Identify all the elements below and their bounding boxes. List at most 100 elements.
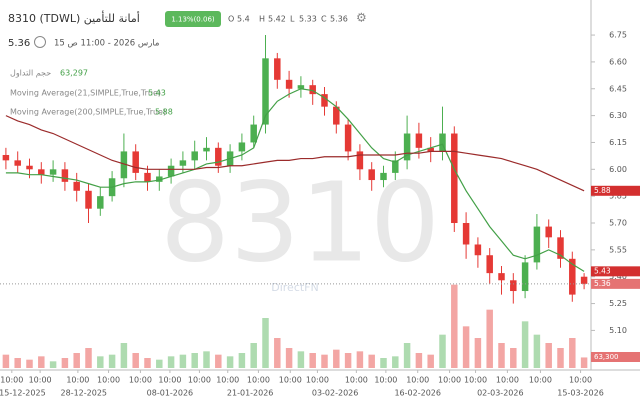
volume-bar — [108, 354, 116, 368]
x-tick-label: 10:00 — [306, 376, 329, 385]
x-tick-label: 10:00 — [438, 376, 461, 385]
candle-body — [344, 124, 352, 152]
plot — [0, 35, 590, 368]
volume-bar — [545, 343, 552, 368]
legend-ma200-value: 5.88 — [155, 108, 173, 117]
candle-body — [85, 190, 92, 209]
candle-body — [2, 154, 10, 161]
date-tick-label: 02-03-2026 — [477, 389, 524, 398]
volume-bar — [285, 348, 293, 368]
candle-body — [380, 172, 387, 181]
candle-body — [498, 273, 505, 281]
candle-body — [392, 160, 399, 173]
volume-bar — [26, 359, 33, 368]
clock-icon — [34, 36, 46, 48]
x-tick-label: 10:00 — [158, 376, 181, 385]
volume-bar — [238, 353, 246, 368]
ma-line — [5, 115, 585, 192]
volume-bar — [368, 354, 375, 368]
x-tick-label: 10:00 — [496, 376, 519, 385]
volume-bar — [156, 359, 163, 368]
price-badge-label: 5.36 — [594, 279, 611, 288]
change-label: 1.13%(0.06) — [171, 16, 215, 24]
date-tick-label: 15-03-2026 — [557, 389, 604, 398]
volume-bar — [569, 338, 576, 368]
y-tick-label: 6.45 — [609, 84, 627, 93]
candle-body — [215, 147, 222, 166]
x-tick-label: 10:00 — [345, 376, 368, 385]
volume-bar — [49, 361, 57, 368]
y-tick-label: 5.10 — [609, 326, 627, 335]
brand: DirectFN — [271, 281, 319, 294]
legend-volume-value: 63,297 — [60, 69, 88, 78]
volume-bar — [415, 353, 423, 368]
volume-bar — [2, 354, 10, 368]
volume-bar — [144, 358, 151, 368]
x-tick-label: 10:00 — [216, 376, 239, 385]
volume-bar — [191, 353, 198, 368]
ohlc-value: 5.36 — [330, 15, 348, 24]
volume-bar — [38, 356, 45, 368]
candle-body — [285, 79, 293, 89]
volume-bar — [97, 356, 104, 368]
price-badge-label: 5.88 — [594, 186, 611, 195]
candle-body — [61, 169, 69, 182]
y-tick-label: 5.55 — [609, 245, 627, 254]
last-price: 5.36 — [8, 38, 30, 49]
candle-body — [132, 151, 139, 173]
candle-body — [462, 223, 470, 245]
candle-body — [368, 169, 375, 181]
y-tick-label: 5.25 — [609, 299, 627, 308]
candle-body — [203, 147, 210, 152]
datetime: مارس 2026 - 11:00 ص 15 — [54, 39, 159, 49]
candle-body — [474, 244, 482, 256]
candle-body — [26, 165, 33, 170]
volume-bar — [179, 354, 187, 368]
ohlc-key: O — [228, 15, 234, 24]
volume-bar — [392, 356, 399, 368]
volume-bar — [250, 343, 257, 368]
volume-bar — [167, 356, 175, 368]
y-tick-label: 6.00 — [609, 165, 627, 174]
volume-bar — [403, 343, 411, 368]
x-tick-label: 10:00 — [97, 376, 120, 385]
symbol-title: 8310 (TDWL) أمانة للتأمين — [8, 10, 140, 25]
candle-body — [580, 276, 588, 284]
candle-body — [49, 169, 57, 175]
ohlc-value: 5.4 — [237, 15, 250, 24]
candle-body — [238, 142, 246, 152]
settings-icon[interactable]: ⚙ — [356, 11, 367, 25]
date-tick-label: 08-01-2026 — [147, 389, 194, 398]
y-tick-label: 5.85 — [609, 192, 627, 201]
candle-body — [403, 133, 411, 161]
y-tick-label: 5.70 — [609, 219, 627, 228]
volume-bar — [510, 348, 517, 368]
candle-body — [144, 172, 151, 182]
legend-ma21: Moving Average(21,SIMPLE,True,True) — [10, 89, 161, 98]
y-tick-label: 6.60 — [609, 57, 627, 66]
volume-bar — [486, 309, 493, 368]
volume-bar — [380, 358, 387, 368]
price-badge — [591, 278, 640, 289]
candle-body — [250, 124, 257, 143]
candle-body — [73, 181, 80, 191]
candle-body — [451, 133, 458, 224]
date-tick-label: 16-02-2026 — [394, 389, 441, 398]
price-axis-bg — [591, 0, 640, 400]
volume-bar — [297, 351, 305, 368]
volume-bar — [14, 358, 21, 368]
x-tick-label: 10:00 — [569, 376, 592, 385]
candle-body — [510, 280, 517, 292]
volume-badge — [591, 352, 640, 362]
x-tick-label: 10:00 — [129, 376, 152, 385]
watermark: 8310 — [160, 158, 440, 286]
x-tick-label: 10:00 — [529, 376, 552, 385]
candle-body — [120, 151, 128, 179]
x-tick-label: 10:00 — [406, 376, 429, 385]
candle-body — [521, 262, 529, 292]
ohlc-key: H — [259, 15, 265, 24]
x-tick-label: 10:00 — [66, 376, 89, 385]
volume-bar — [226, 356, 234, 368]
volume-bar — [498, 343, 505, 368]
